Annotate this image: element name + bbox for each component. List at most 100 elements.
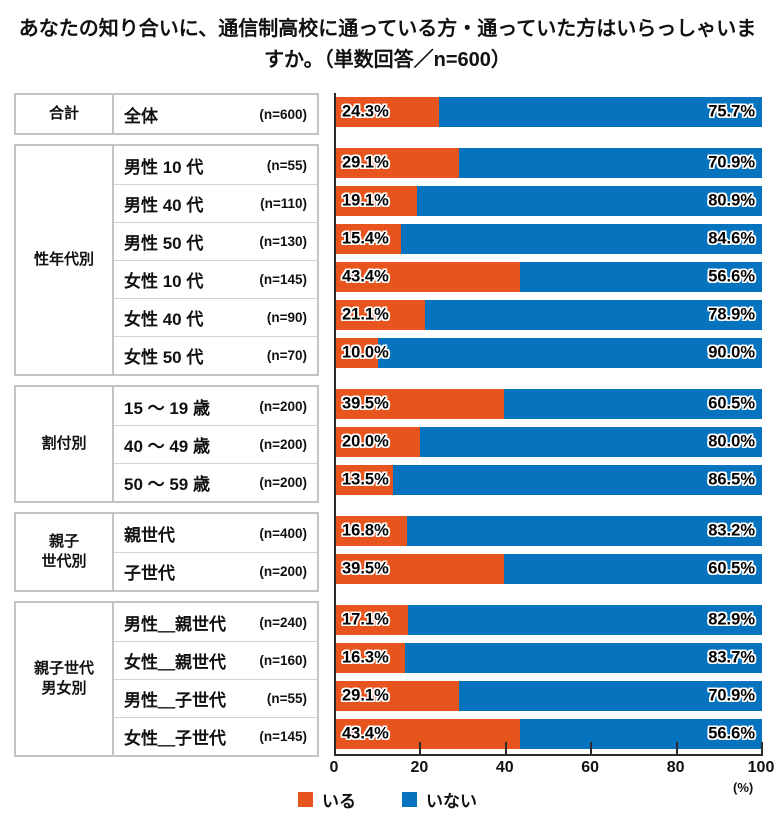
legend-label-yes: いる xyxy=(322,792,356,811)
table-row: 女性 40 代 (n=90) xyxy=(114,298,317,336)
row-label: 親世代 xyxy=(124,525,175,545)
row-sample-size: (n=110) xyxy=(260,196,307,211)
value-label-yes: 20.0% xyxy=(342,432,389,451)
group-label: 合計 xyxy=(16,95,114,133)
table-row: 女性＿子世代 (n=145) xyxy=(114,717,317,755)
value-label-yes: 39.5% xyxy=(342,394,389,413)
bar-segment-no xyxy=(503,554,762,584)
bar-segment-no xyxy=(400,224,762,254)
row-label: 女性 40 代 xyxy=(124,310,204,329)
row-sample-size: (n=55) xyxy=(266,691,307,706)
stacked-bar: 20.0% 80.0% xyxy=(335,427,762,457)
chart-area: 合計 全体 (n=600) 24.3% 75.7% 性年代別 男性 10 代 (n=55) 男性… xyxy=(0,93,775,811)
row-label: 男性＿子世代 xyxy=(124,691,226,710)
bar-row: 16.3% 83.7% xyxy=(335,639,762,677)
value-label-yes: 29.1% xyxy=(342,686,389,705)
bar-row: 43.4% 56.6% xyxy=(335,258,762,296)
row-sample-size: (n=55) xyxy=(266,157,307,173)
bar-segment-yes xyxy=(335,427,421,457)
group-bars: 16.8% 83.2% 39.5% 60.5% xyxy=(335,512,762,592)
stacked-bar: 10.0% 90.0% xyxy=(335,338,762,368)
group-rows: 15 ～ 19 歳 (n=200) 40 ～ 49 歳 (n=200) 50 ～ 59 … xyxy=(114,387,317,501)
axis-tick-label: 20 xyxy=(410,759,429,776)
group-row: 性年代別 男性 10 代 (n=55) 男性 40 代 (n=110) 男性 50 代 (n… xyxy=(0,144,775,376)
chart-title: あなたの知り合いに、通信制高校に通っている方・通っていた方はいらっしゃいますか。… xyxy=(18,18,757,71)
bar-segment-no xyxy=(416,186,762,216)
stacked-bar: 43.4% 56.6% xyxy=(335,719,762,749)
table-row: 親世代 (n=400) xyxy=(114,514,317,552)
value-label-no: 60.5% xyxy=(708,394,755,413)
bar-row: 17.1% 82.9% xyxy=(335,601,762,639)
row-label: 40 ～ 49 歳 xyxy=(124,437,210,456)
row-label: 男性 50 代 xyxy=(124,234,204,253)
group-table: 親子 世代別 親世代 (n=400) 子世代 (n=200) xyxy=(14,512,319,592)
bar-segment-yes xyxy=(335,719,521,749)
value-label-no: 78.9% xyxy=(708,305,755,324)
stacked-bar: 29.1% 70.9% xyxy=(335,681,762,711)
row-label: 女性 10 代 xyxy=(124,272,204,291)
bar-segment-no xyxy=(404,643,762,673)
bar-segment-yes xyxy=(335,465,393,495)
axis-tick xyxy=(675,742,678,754)
group-rows: 男性 10 代 (n=55) 男性 40 代 (n=110) 男性 50 代 (n=130… xyxy=(114,146,317,374)
stacked-bar: 13.5% 86.5% xyxy=(335,465,762,495)
bar-segment-no xyxy=(520,262,762,292)
stacked-bar: 19.1% 80.9% xyxy=(335,186,762,216)
axis-unit-label: (%) xyxy=(733,780,754,795)
value-label-no: 83.2% xyxy=(708,521,755,540)
bar-segment-no xyxy=(406,516,762,546)
value-label-no: 84.6% xyxy=(708,229,755,248)
bar-segment-no xyxy=(408,605,762,635)
bar-segment-no xyxy=(520,719,762,749)
bar-row: 39.5% 60.5% xyxy=(335,385,762,423)
table-row: 15 ～ 19 歳 (n=200) xyxy=(114,387,317,425)
stacked-bar: 16.8% 83.2% xyxy=(335,516,762,546)
bar-row: 21.1% 78.9% xyxy=(335,296,762,334)
group-row: 親子 世代別 親世代 (n=400) 子世代 (n=200) 16.8% 83.2% 39.5… xyxy=(0,512,775,592)
value-label-no: 70.9% xyxy=(708,153,755,172)
bar-row: 20.0% 80.0% xyxy=(335,423,762,461)
row-label: 男性 10 代 xyxy=(124,157,204,177)
stacked-bar: 21.1% 78.9% xyxy=(335,300,762,330)
group-table: 合計 全体 (n=600) xyxy=(14,93,319,135)
bar-segment-yes xyxy=(335,605,409,635)
bar-row: 10.0% 90.0% xyxy=(335,334,762,372)
bar-segment-yes xyxy=(335,148,460,178)
row-label: 男性 40 代 xyxy=(124,196,204,215)
bar-segment-no xyxy=(503,389,762,419)
bar-segment-no xyxy=(459,681,762,711)
group-label: 性年代別 xyxy=(16,146,114,374)
axis-tick-label: 100 xyxy=(747,759,775,776)
group-table: 性年代別 男性 10 代 (n=55) 男性 40 代 (n=110) 男性 50 代 (n… xyxy=(14,144,319,376)
bar-segment-yes xyxy=(335,338,378,368)
group-table: 割付別 15 ～ 19 歳 (n=200) 40 ～ 49 歳 (n=200) 50 ～ … xyxy=(14,385,319,503)
stacked-bar: 39.5% 60.5% xyxy=(335,554,762,584)
bar-row: 16.8% 83.2% xyxy=(335,512,762,550)
value-label-yes: 15.4% xyxy=(342,229,389,248)
value-label-no: 82.9% xyxy=(708,610,755,629)
y-axis-line xyxy=(334,93,336,754)
bar-segment-yes xyxy=(335,224,401,254)
value-label-no: 80.9% xyxy=(708,191,755,210)
row-sample-size: (n=400) xyxy=(259,525,307,541)
value-label-yes: 17.1% xyxy=(342,610,389,629)
legend: いる いない xyxy=(0,787,775,812)
bar-segment-yes xyxy=(335,300,426,330)
value-label-yes: 29.1% xyxy=(342,153,389,172)
value-label-yes: 10.0% xyxy=(342,343,389,362)
value-label-yes: 16.8% xyxy=(342,521,389,540)
row-sample-size: (n=145) xyxy=(259,272,307,287)
value-label-no: 70.9% xyxy=(708,686,755,705)
row-sample-size: (n=200) xyxy=(259,475,307,490)
table-row: 全体 (n=600) xyxy=(114,95,317,133)
group-label: 親子 世代別 xyxy=(16,514,114,590)
value-label-no: 75.7% xyxy=(708,102,755,121)
axis-tick xyxy=(504,742,507,754)
bar-row: 39.5% 60.5% xyxy=(335,550,762,588)
row-label: 女性＿子世代 xyxy=(124,729,226,748)
groups: 合計 全体 (n=600) 24.3% 75.7% 性年代別 男性 10 代 (n=55) 男性… xyxy=(0,93,775,757)
bar-segment-yes xyxy=(335,186,417,216)
group-row: 親子世代 男女別 男性＿親世代 (n=240) 女性＿親世代 (n=160) 男性＿子世代… xyxy=(0,601,775,757)
bar-segment-yes xyxy=(335,516,407,546)
row-sample-size: (n=600) xyxy=(259,106,307,122)
